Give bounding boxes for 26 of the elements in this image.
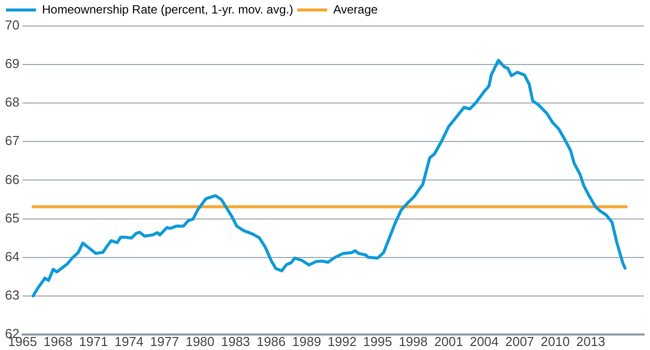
x-tick-label: 1971 [79, 334, 108, 349]
y-tick-label: 68 [4, 94, 20, 110]
y-tick-label: 63 [4, 287, 20, 302]
y-tick-label: 66 [4, 172, 20, 187]
x-tick-label: 1968 [44, 334, 72, 349]
x-tick-label: 1977 [150, 334, 179, 349]
x-tick-label: 2004 [470, 334, 499, 349]
x-tick-label: 1974 [114, 334, 144, 349]
y-tick-label: 67 [4, 133, 20, 148]
x-tick-label: 2001 [434, 334, 464, 349]
x-tick-label: 1998 [398, 334, 428, 349]
x-tick-label: 1980 [186, 334, 215, 349]
y-tick-label: 69 [4, 56, 20, 72]
x-tick-label: 2010 [540, 334, 570, 349]
x-tick-label: 1989 [292, 334, 322, 349]
y-tick-label: 64 [4, 248, 20, 264]
x-tick-label: 1995 [363, 334, 392, 349]
x-tick-label: 1986 [256, 334, 286, 349]
legend-label: Average [333, 2, 378, 16]
x-tick-label: 1992 [328, 334, 357, 349]
y-tick-label: 70 [4, 18, 20, 33]
x-tick-label: 2007 [505, 334, 534, 349]
y-tick-label: 65 [4, 210, 20, 226]
legend-label: Homeownership Rate (percent, 1-yr. mov. avg.) [42, 2, 294, 16]
x-tick-label: 1983 [221, 334, 250, 349]
x-tick-label: 2013 [576, 334, 606, 349]
